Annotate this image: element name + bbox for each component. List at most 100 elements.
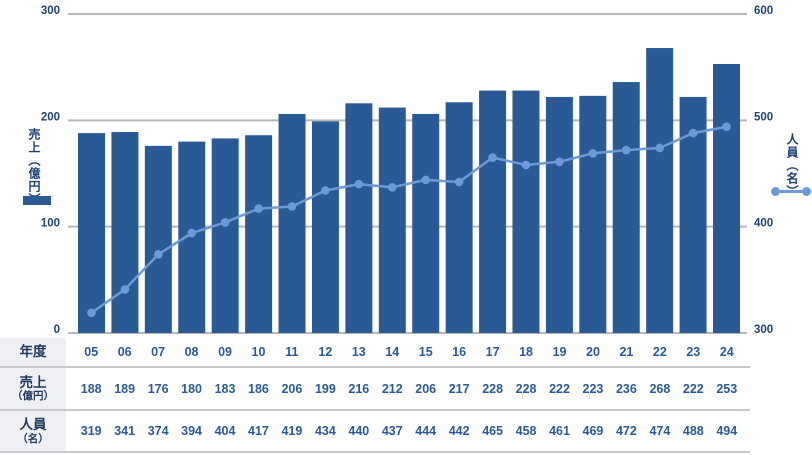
year-cell: 13: [351, 345, 366, 359]
right-tick-label: 600: [754, 5, 773, 17]
row-header-sales: 売上 （億円）: [0, 368, 66, 409]
staff-cell: 442: [448, 424, 470, 438]
legend-line-segment-icon: [780, 190, 802, 193]
line-series-legend-icon: [771, 186, 811, 197]
table-row-staff: 人員 （名） 319 341 374 394 404 417 419 434 440 437 444…: [0, 411, 750, 451]
year-cell: 06: [117, 345, 132, 359]
staff-point: [354, 179, 364, 189]
sales-bar: [211, 138, 239, 333]
year-cell: 08: [184, 345, 199, 359]
sales-cell: 212: [381, 381, 403, 396]
year-cell: 09: [218, 345, 232, 359]
year-cell: 10: [251, 345, 266, 359]
sales-bar: [78, 133, 105, 333]
sales-bar: [579, 95, 607, 333]
staff-values: 319 341 374 394 404 417 419 434 440 437 444 442 465 4…: [75, 411, 744, 451]
sales-cell: 199: [314, 381, 336, 396]
staff-cell: 458: [515, 424, 537, 438]
staff-cell: 440: [348, 424, 370, 438]
sales-bar: [545, 96, 573, 333]
year-cell: 07: [151, 345, 166, 359]
sales-bar: [512, 90, 540, 333]
year-cell: 18: [519, 345, 534, 359]
year-cell: 19: [552, 345, 567, 359]
year-cell: 21: [619, 345, 634, 359]
staff-point: [120, 285, 130, 294]
sales-cell: 189: [114, 381, 136, 396]
sales-bar: [111, 132, 139, 333]
staff-point: [488, 153, 497, 162]
right-tick-label: 400: [754, 218, 773, 230]
sales-values: 188 189 176 180 183 186 206 199 216 212 206 217 228 2…: [75, 368, 744, 409]
staff-cell: 341: [114, 424, 136, 438]
row-header-label: 売上: [19, 374, 47, 390]
sales-bar: [646, 48, 674, 333]
sales-cell: 236: [615, 381, 637, 396]
legend-dot-icon: [802, 187, 811, 196]
staff-cell: 444: [415, 424, 437, 438]
sales-bar: [713, 63, 740, 334]
sales-cell: 222: [549, 381, 570, 396]
sales-cell: 206: [415, 381, 437, 396]
staff-point: [621, 145, 631, 155]
year-cell: 16: [452, 345, 467, 359]
sales-cell: 183: [214, 381, 236, 396]
year-cell: 14: [385, 345, 400, 359]
sales-cell: 222: [682, 381, 704, 396]
sales-bar: [144, 145, 172, 333]
row-header-label: 人員: [19, 417, 47, 433]
staff-point: [454, 177, 464, 187]
year-cell: 05: [84, 345, 99, 359]
left-tick-label: 0: [54, 324, 60, 336]
right-axis-title: 人員（名）: [785, 133, 799, 198]
table-separator: [0, 451, 750, 453]
staff-point: [521, 160, 531, 170]
staff-cell: 394: [181, 424, 202, 438]
sales-cell: 268: [649, 381, 671, 396]
sales-cell: 216: [348, 381, 370, 396]
sales-bar: [345, 103, 373, 333]
staff-cell: 404: [214, 424, 236, 438]
table-separator: [0, 409, 750, 411]
staff-cell: 419: [281, 424, 303, 438]
left-tick-label: 200: [41, 111, 60, 123]
staff-cell: 461: [549, 424, 570, 438]
left-tick-label: 300: [41, 5, 60, 17]
staff-cell: 374: [147, 424, 169, 438]
sales-bar: [245, 135, 273, 333]
sales-bar: [311, 121, 339, 333]
sales-cell: 217: [448, 381, 470, 396]
staff-cell: 472: [615, 424, 637, 438]
row-header-staff: 人員 （名）: [0, 411, 66, 451]
sales-cell: 228: [515, 381, 537, 396]
table-row-sales: 売上 （億円） 188 189 176 180 183 186 206 199 216 212 20…: [0, 368, 750, 409]
sales-bar: [612, 82, 640, 333]
staff-point: [588, 148, 598, 158]
sales-bar: [445, 102, 473, 333]
year-cell: 12: [318, 345, 333, 359]
year-cell: 11: [285, 345, 299, 359]
sales-cell: 228: [482, 381, 504, 396]
data-table: 年度 05 06 07 08 09 10 11 12 13 14 15 16 17 18 19 20 21 22 2…: [0, 338, 750, 453]
sales-cell: 186: [248, 381, 269, 396]
sales-cell: 188: [80, 381, 102, 396]
staff-point: [688, 128, 698, 138]
sales-bar: [412, 113, 440, 333]
staff-point: [555, 157, 564, 167]
sales-cell: 176: [147, 381, 169, 396]
staff-cell: 474: [649, 424, 671, 438]
year-cell: 24: [719, 345, 734, 359]
staff-cell: 465: [482, 424, 504, 438]
sales-bar: [378, 107, 406, 333]
staff-point: [387, 183, 397, 192]
staff-cell: 494: [716, 424, 738, 438]
left-axis-title: 売上（億円）: [27, 128, 41, 206]
staff-cell: 434: [314, 424, 336, 438]
staff-cell: 437: [381, 424, 403, 438]
year-cell: 20: [586, 345, 600, 359]
right-tick-label: 300: [754, 324, 773, 336]
staff-point: [187, 228, 197, 238]
row-header-year: 年度: [0, 338, 66, 366]
year-cell: 22: [652, 345, 667, 359]
